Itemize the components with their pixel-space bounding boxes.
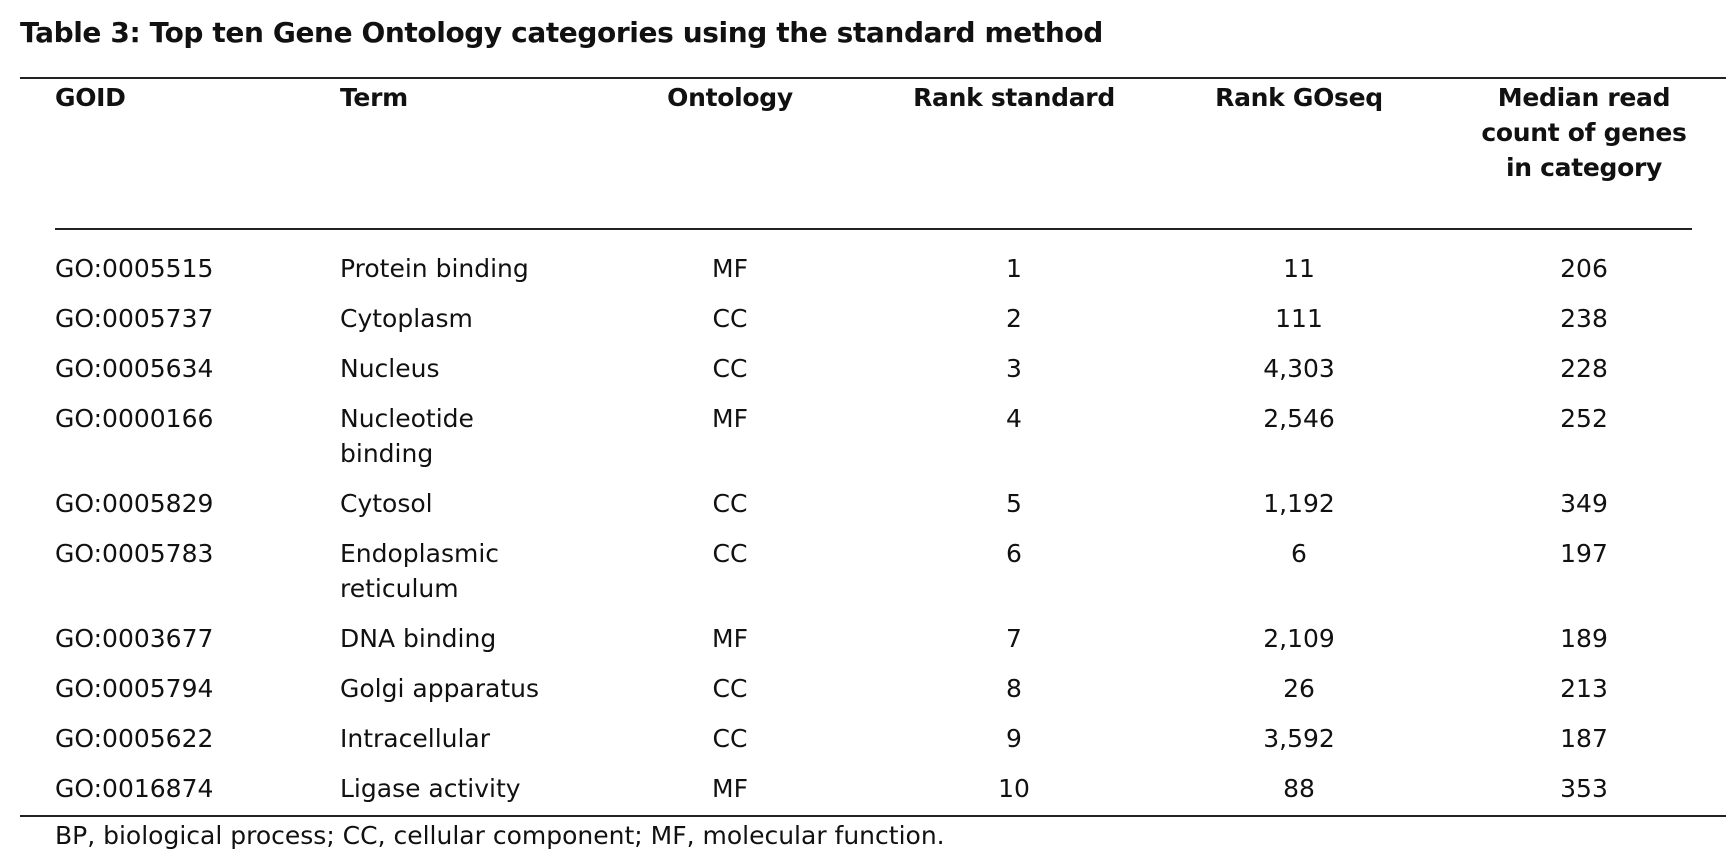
header-ontology: Ontology: [667, 83, 793, 112]
cell-rank-standard: 1: [1006, 254, 1022, 283]
cell-rank-goseq: 88: [1283, 774, 1315, 803]
cell-rank-goseq: 6: [1291, 539, 1307, 568]
cell-median-read-count: 197: [1560, 539, 1608, 568]
cell-term: Cytoplasm: [340, 304, 473, 333]
cell-rank-goseq: 2,546: [1263, 404, 1335, 433]
cell-ontology: CC: [712, 489, 748, 518]
cell-median-read-count: 252: [1560, 404, 1608, 433]
cell-rank-standard: 10: [998, 774, 1030, 803]
cell-median-read-count: 238: [1560, 304, 1608, 333]
cell-ontology: CC: [712, 724, 748, 753]
cell-median-read-count: 228: [1560, 354, 1608, 383]
cell-term: Intracellular: [340, 724, 491, 753]
header-rule: [55, 228, 1692, 230]
table-footnote: BP, biological process; CC, cellular com…: [55, 821, 945, 850]
cell-ontology: MF: [712, 774, 748, 803]
cell-rank-standard: 5: [1006, 489, 1022, 518]
cell-median-read-count: 213: [1560, 674, 1608, 703]
cell-rank-goseq: 3,592: [1263, 724, 1335, 753]
header-rank-standard: Rank standard: [913, 83, 1115, 112]
header-goid: GOID: [55, 83, 126, 112]
cell-rank-standard: 3: [1006, 354, 1022, 383]
cell-ontology: MF: [712, 624, 748, 653]
cell-rank-goseq: 2,109: [1263, 624, 1335, 653]
cell-goid: GO:0005634: [55, 354, 214, 383]
cell-goid: GO:0005515: [55, 254, 214, 283]
cell-goid: GO:0005794: [55, 674, 214, 703]
cell-rank-standard: 6: [1006, 539, 1022, 568]
table-title: Table 3: Top ten Gene Ontology categorie…: [20, 16, 1103, 49]
cell-median-read-count: 206: [1560, 254, 1608, 283]
top-rule: [20, 77, 1726, 79]
cell-ontology: CC: [712, 539, 748, 568]
cell-term: Nucleotide binding: [340, 404, 474, 468]
header-median-read-count: Median read count of genes in category: [1481, 83, 1687, 182]
cell-term: Golgi apparatus: [340, 674, 540, 703]
cell-rank-goseq: 111: [1275, 304, 1323, 333]
cell-goid: GO:0005783: [55, 539, 214, 568]
cell-term: Ligase activity: [340, 774, 521, 803]
cell-term: Nucleus: [340, 354, 440, 383]
cell-rank-goseq: 1,192: [1263, 489, 1335, 518]
cell-rank-standard: 8: [1006, 674, 1022, 703]
cell-rank-goseq: 11: [1283, 254, 1315, 283]
cell-ontology: CC: [712, 354, 748, 383]
cell-goid: GO:0003677: [55, 624, 214, 653]
cell-rank-standard: 9: [1006, 724, 1022, 753]
cell-term: Cytosol: [340, 489, 433, 518]
cell-goid: GO:0016874: [55, 774, 214, 803]
cell-term: Endoplasmic reticulum: [340, 539, 500, 603]
cell-goid: GO:0000166: [55, 404, 214, 433]
cell-median-read-count: 353: [1560, 774, 1608, 803]
cell-ontology: MF: [712, 254, 748, 283]
cell-median-read-count: 187: [1560, 724, 1608, 753]
cell-rank-goseq: 26: [1283, 674, 1315, 703]
cell-goid: GO:0005829: [55, 489, 214, 518]
cell-ontology: MF: [712, 404, 748, 433]
bottom-rule: [20, 815, 1726, 817]
cell-ontology: CC: [712, 674, 748, 703]
cell-term: DNA binding: [340, 624, 497, 653]
cell-rank-standard: 2: [1006, 304, 1022, 333]
cell-goid: GO:0005737: [55, 304, 214, 333]
cell-ontology: CC: [712, 304, 748, 333]
cell-rank-standard: 4: [1006, 404, 1022, 433]
cell-goid: GO:0005622: [55, 724, 214, 753]
cell-rank-goseq: 4,303: [1263, 354, 1335, 383]
cell-median-read-count: 349: [1560, 489, 1608, 518]
cell-median-read-count: 189: [1560, 624, 1608, 653]
cell-term: Protein binding: [340, 254, 529, 283]
header-term: Term: [340, 83, 408, 112]
header-rank-goseq: Rank GOseq: [1215, 83, 1383, 112]
cell-rank-standard: 7: [1006, 624, 1022, 653]
